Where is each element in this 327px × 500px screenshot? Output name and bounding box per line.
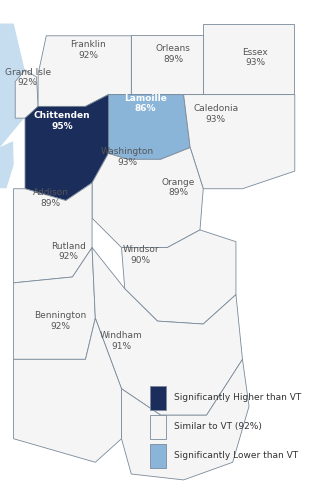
Text: Windham
91%: Windham 91% [100,332,142,350]
Text: Significantly Lower than VT: Significantly Lower than VT [174,451,299,460]
FancyBboxPatch shape [150,414,166,438]
Text: Washington
93%: Washington 93% [101,148,154,167]
Text: Lamoille
86%: Lamoille 86% [124,94,167,113]
Text: Orange
89%: Orange 89% [162,178,195,197]
Text: Rutland
92%: Rutland 92% [51,242,86,261]
Text: Franklin
92%: Franklin 92% [70,40,106,60]
FancyBboxPatch shape [150,386,166,409]
Text: Chittenden
95%: Chittenden 95% [34,112,91,130]
Text: Significantly Higher than VT: Significantly Higher than VT [174,393,301,402]
Text: Orleans
89%: Orleans 89% [156,44,191,64]
Text: Similar to VT (92%): Similar to VT (92%) [174,422,262,431]
Text: Bennington
92%: Bennington 92% [34,312,87,330]
Text: Windsor
90%: Windsor 90% [122,246,159,264]
Text: Caledonia
93%: Caledonia 93% [193,104,238,124]
Text: Essex
93%: Essex 93% [242,48,268,67]
Text: Addison
89%: Addison 89% [33,188,69,208]
Text: Grand Isle
92%: Grand Isle 92% [5,68,51,87]
FancyBboxPatch shape [150,444,166,468]
